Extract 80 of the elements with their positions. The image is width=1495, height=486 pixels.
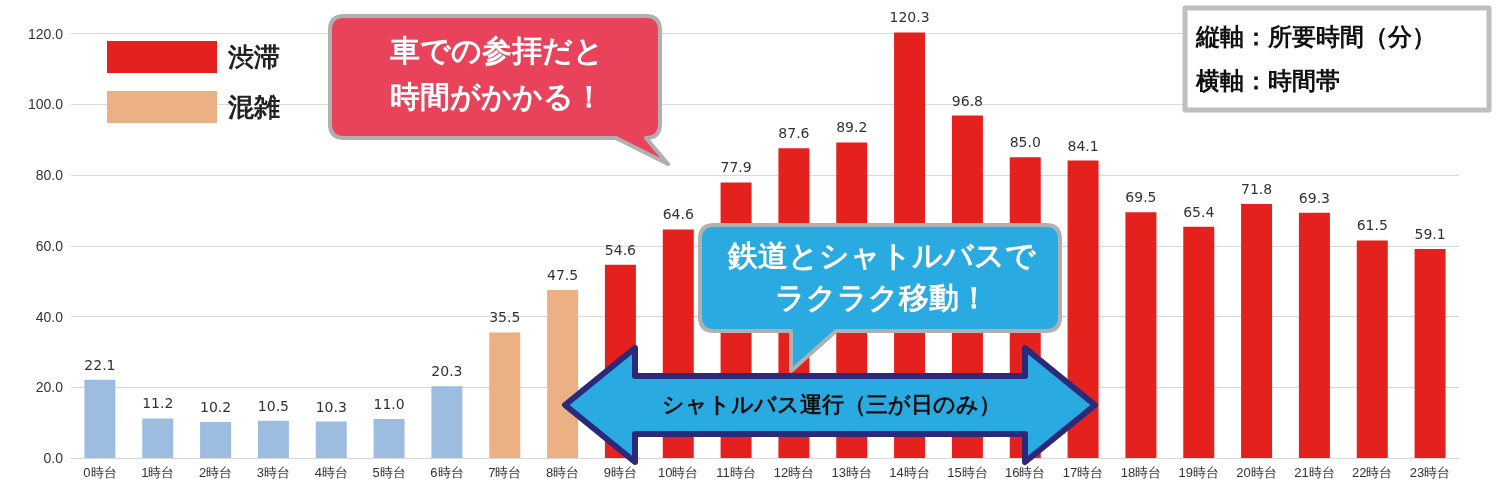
x-tick-label: 20時台	[1236, 465, 1277, 480]
x-tick-label: 23時台	[1409, 465, 1451, 480]
x-tick-label: 10時台	[658, 465, 699, 480]
annotation: 鉄道とシャトルバスで	[726, 237, 1037, 275]
bar	[142, 418, 174, 458]
bar	[431, 386, 463, 458]
data-label: 77.9	[720, 159, 752, 176]
bar	[257, 420, 289, 458]
x-tick-label: 14時台	[889, 465, 930, 480]
x-tick-label: 22時台	[1352, 465, 1393, 480]
annotation: 時間がかかる！	[389, 78, 605, 116]
y-tick-label: 20.0	[35, 379, 64, 396]
data-label: 69.3	[1298, 189, 1330, 206]
data-label: 20.3	[431, 363, 463, 380]
data-label: 64.6	[662, 206, 694, 223]
data-label: 69.5	[1125, 189, 1157, 206]
data-label: 65.4	[1183, 203, 1215, 220]
bar	[1067, 160, 1099, 458]
bar	[1356, 240, 1388, 458]
data-label: 10.2	[200, 398, 232, 415]
annotation: 車での参拝だと	[389, 32, 605, 70]
y-tick-label: 100.0	[27, 96, 64, 113]
data-label: 47.5	[547, 266, 579, 283]
bar	[489, 332, 521, 458]
y-tick-label: 80.0	[35, 167, 64, 184]
y-tick-label: 40.0	[35, 308, 64, 325]
bar	[1183, 226, 1215, 458]
x-tick-label: 8時台	[545, 465, 580, 480]
x-tick-label: 21時台	[1294, 465, 1335, 480]
data-label: 10.5	[257, 397, 289, 414]
annotation: 縦軸：所要時間（分）	[1196, 22, 1437, 53]
x-tick-label: 3時台	[256, 465, 291, 480]
y-tick-label: 60.0	[35, 237, 64, 254]
data-label: 59.1	[1414, 225, 1446, 242]
data-label: 120.3	[889, 9, 930, 26]
annotation: シャトルバス運行（三が日のみ）	[660, 391, 1002, 419]
annotation: ラクラク移動！	[774, 279, 990, 317]
bar	[1414, 248, 1446, 458]
x-tick-label: 18時台	[1120, 465, 1162, 480]
data-label: 35.5	[489, 309, 521, 326]
y-tick-label: 0.0	[43, 450, 64, 466]
data-label: 11.0	[373, 396, 405, 413]
legend-label: 渋滞	[227, 42, 280, 72]
bar	[1125, 212, 1157, 458]
x-tick-label: 5時台	[372, 465, 406, 480]
bar	[373, 419, 405, 458]
x-tick-label: 0時台	[83, 465, 117, 480]
data-label: 61.5	[1356, 217, 1388, 234]
data-label: 10.3	[315, 398, 347, 415]
bar	[1298, 212, 1330, 458]
bar	[315, 421, 347, 458]
data-label: 85.0	[1009, 134, 1041, 151]
data-label: 89.2	[836, 119, 868, 136]
annotation: 横軸：時間帯	[1196, 66, 1341, 97]
x-tick-label: 4時台	[314, 465, 348, 480]
x-tick-label: 2時台	[198, 465, 233, 480]
bar	[547, 289, 579, 458]
data-label: 96.8	[951, 92, 983, 109]
data-label: 54.6	[604, 241, 637, 258]
x-tick-label: 12時台	[773, 465, 815, 480]
x-tick-label: 19時台	[1178, 465, 1219, 480]
data-label: 71.8	[1241, 181, 1273, 198]
x-tick-label: 15時台	[947, 465, 988, 480]
data-label: 11.2	[142, 395, 174, 412]
bar	[1241, 204, 1273, 458]
bar	[200, 421, 232, 458]
x-tick-label: 17時台	[1062, 465, 1104, 480]
x-tick-label: 11時台	[716, 465, 756, 480]
legend-label: 混雑	[227, 92, 280, 122]
data-label: 22.1	[84, 356, 116, 373]
x-tick-label: 6時台	[430, 465, 464, 480]
y-tick-label: 120.0	[27, 25, 64, 42]
x-tick-label: 1時台	[141, 465, 175, 480]
data-label: 84.1	[1067, 137, 1099, 154]
x-tick-label: 13時台	[831, 465, 872, 480]
x-tick-label: 7時台	[488, 465, 522, 480]
x-tick-label: 16時台	[1005, 465, 1046, 480]
x-tick-label: 9時台	[603, 465, 638, 480]
bar	[84, 379, 116, 458]
data-label: 87.6	[778, 125, 810, 142]
